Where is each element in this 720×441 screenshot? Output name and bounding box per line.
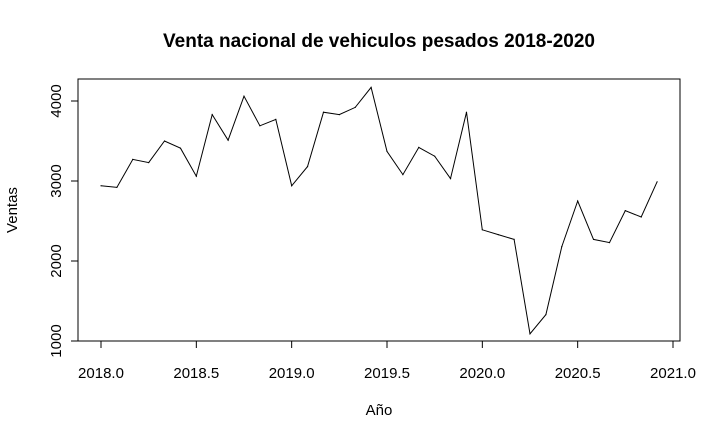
data-point	[449, 178, 452, 180]
data-point	[179, 147, 182, 149]
data-point	[592, 238, 595, 240]
data-point	[211, 114, 213, 116]
series-points	[100, 86, 658, 335]
x-axis: 2018.0 2018.5 2019.0 2019.5 2020.0 2020.5 2021…	[78, 340, 696, 382]
data-point	[148, 162, 150, 164]
data-point	[322, 111, 325, 113]
x-axis-title: Año	[366, 402, 393, 419]
x-tick-label: 2020.5	[555, 365, 601, 382]
x-tick-label: 2021.0	[650, 365, 696, 382]
data-point	[306, 166, 309, 168]
data-point	[116, 186, 118, 188]
data-point	[545, 314, 547, 316]
data-point	[418, 146, 420, 148]
data-point	[402, 174, 404, 176]
data-point	[100, 185, 102, 187]
data-point	[481, 229, 483, 231]
data-point	[640, 216, 642, 218]
x-tick-label: 2020.0	[459, 365, 505, 382]
data-point	[259, 125, 261, 127]
data-point	[656, 181, 658, 183]
data-point	[529, 333, 531, 335]
data-point	[497, 234, 499, 236]
y-axis-title: Ventas	[4, 187, 21, 233]
y-tick-label: 2000	[48, 244, 65, 277]
x-tick-label: 2018.0	[78, 365, 124, 382]
y-tick-label: 1000	[48, 324, 65, 357]
data-point	[243, 95, 245, 97]
y-tick-label: 4000	[48, 84, 65, 117]
data-point	[434, 155, 436, 157]
data-point	[608, 242, 611, 244]
data-point	[561, 246, 563, 248]
data-point	[291, 185, 293, 187]
data-point	[370, 86, 372, 88]
data-point	[624, 210, 626, 212]
data-point	[338, 114, 340, 116]
y-axis: 1000 2000 3000 4000	[48, 84, 79, 358]
data-point	[513, 238, 515, 240]
data-point	[354, 106, 356, 108]
data-point	[386, 150, 388, 152]
x-tick-label: 2018.5	[173, 365, 219, 382]
series-line	[100, 86, 658, 335]
y-tick-label: 3000	[48, 164, 65, 197]
x-tick-label: 2019.0	[269, 365, 315, 382]
data-point	[227, 139, 229, 141]
data-point	[577, 200, 579, 202]
data-point	[195, 175, 197, 177]
data-point	[465, 111, 468, 113]
chart-title: Venta nacional de vehiculos pesados 2018…	[163, 31, 595, 52]
data-point	[275, 118, 277, 120]
data-point	[132, 158, 134, 160]
x-tick-label: 2019.5	[364, 365, 410, 382]
data-point	[163, 140, 166, 142]
